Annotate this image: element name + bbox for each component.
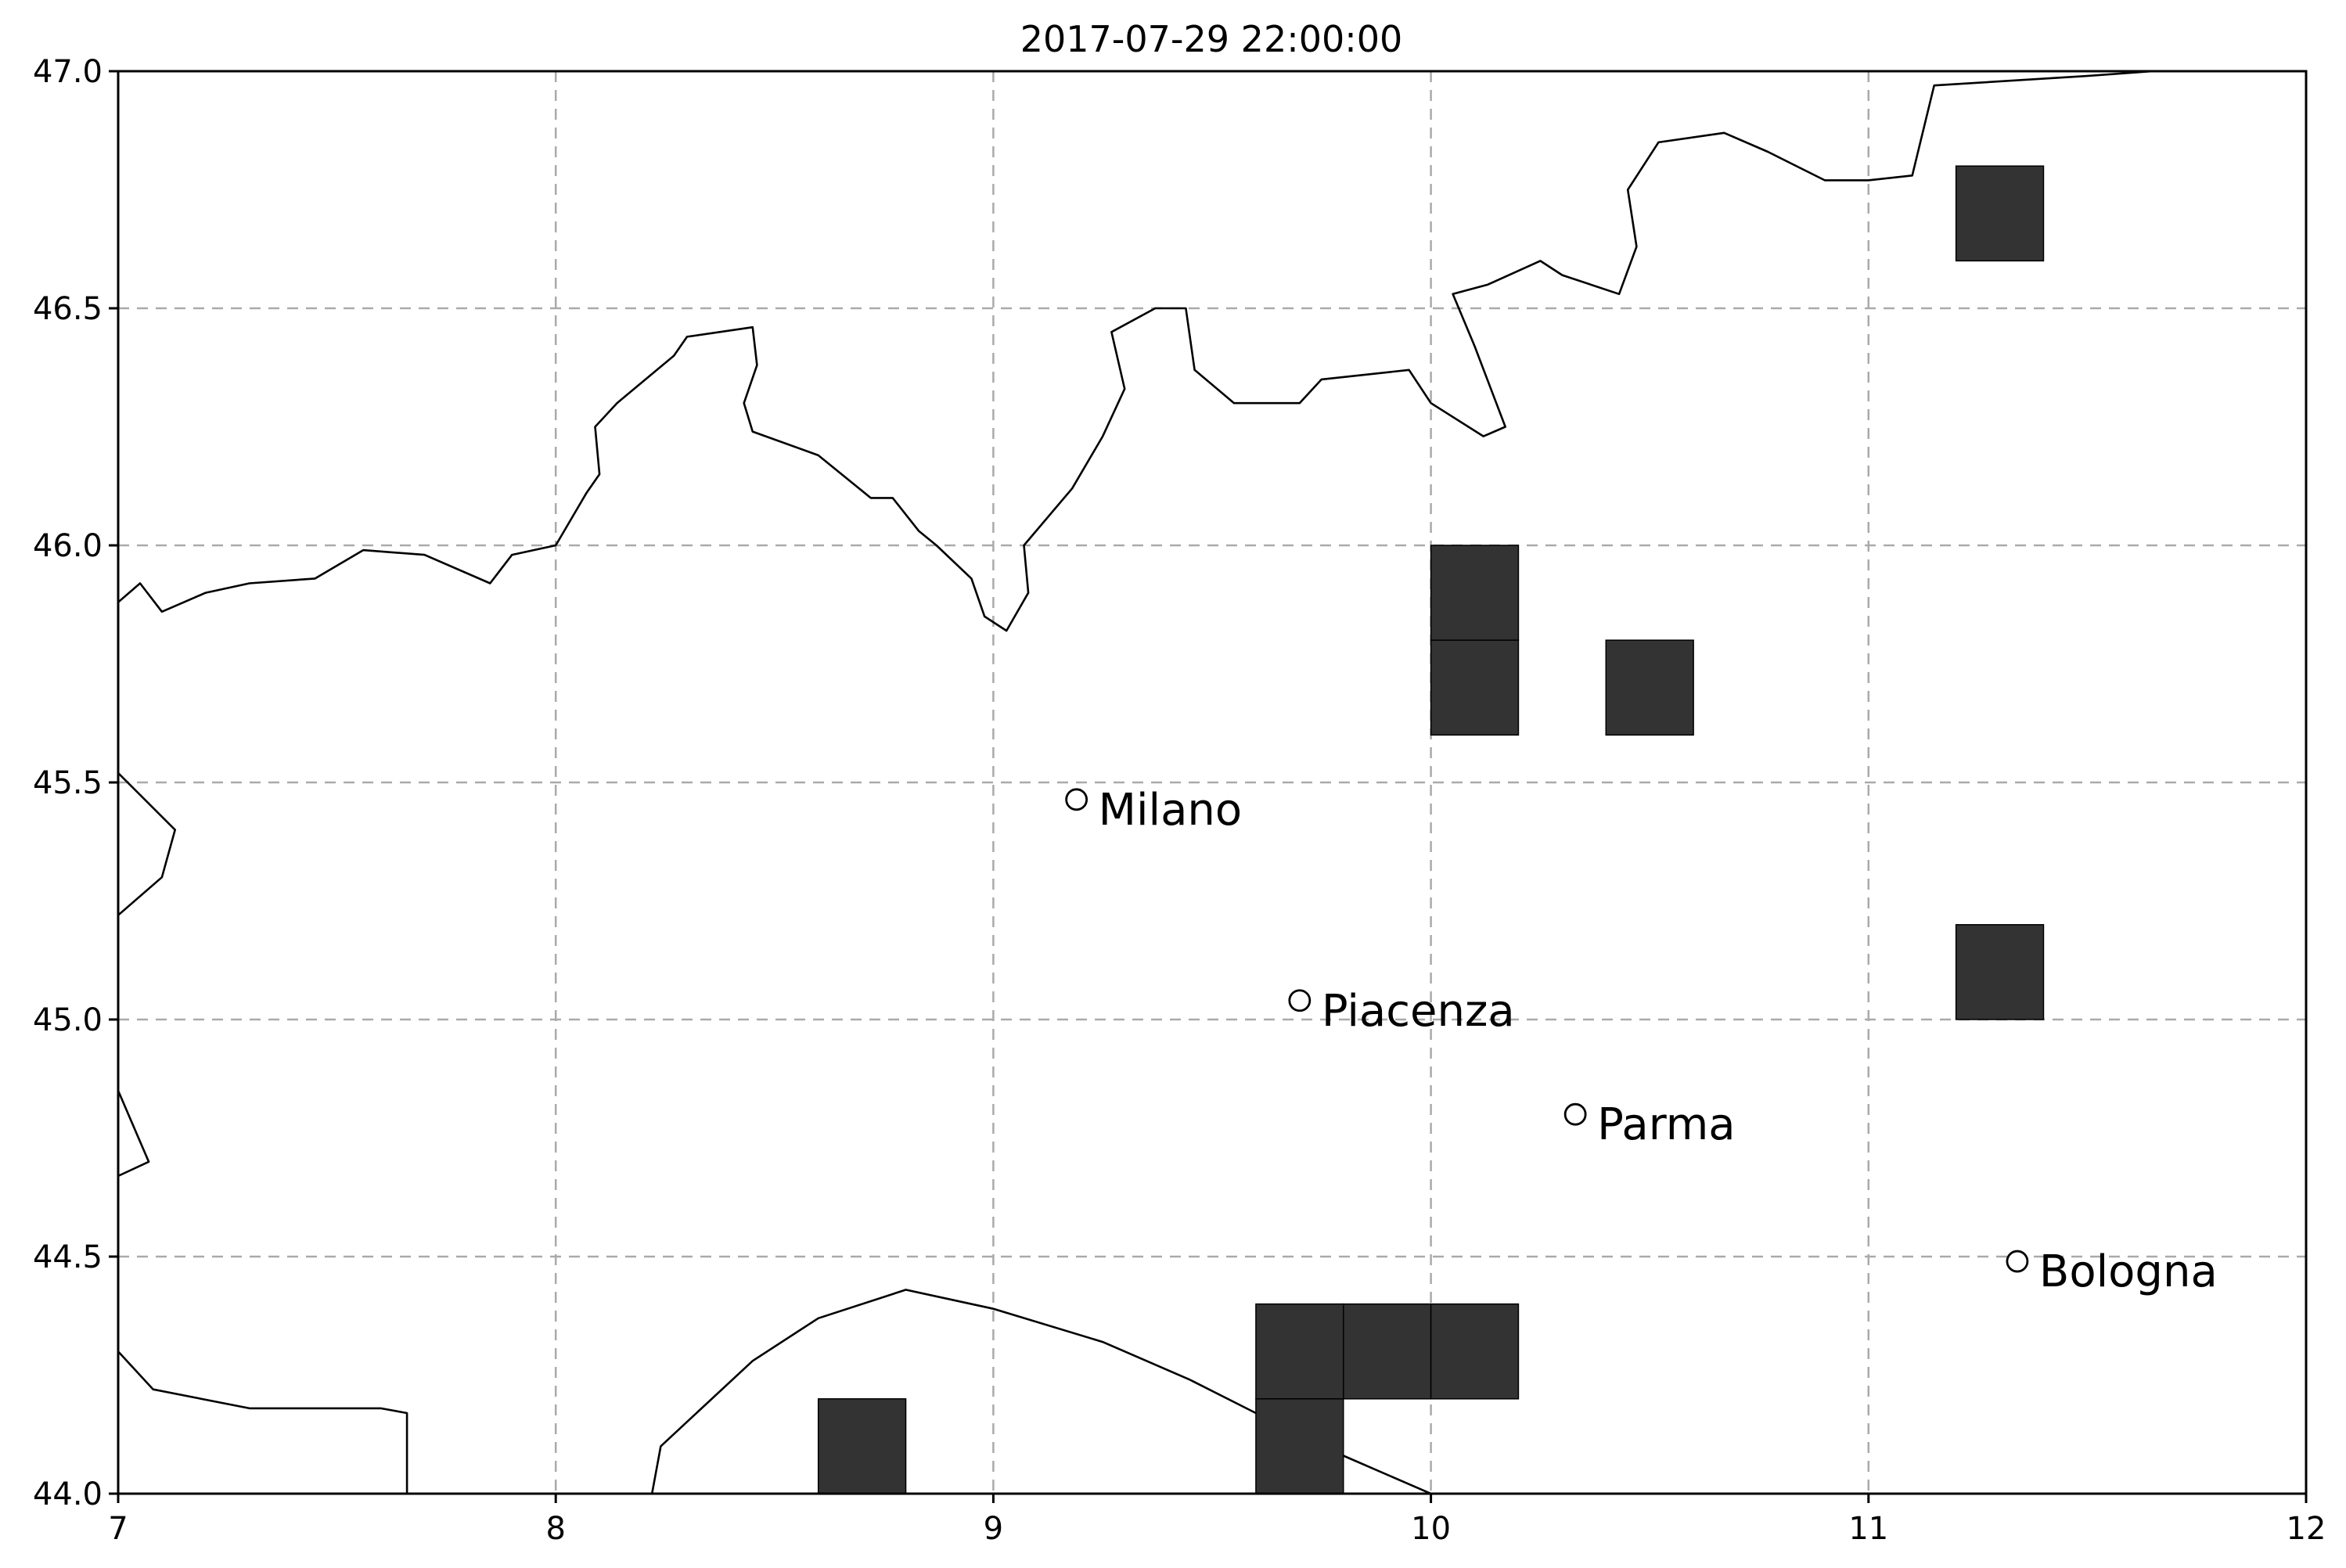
y-tick-label: 46.5 — [33, 291, 103, 327]
grid-cell — [1955, 165, 2045, 262]
city-marker — [1065, 788, 1088, 811]
cities: Milano Piacenza Parma Bologna — [1065, 785, 2218, 1297]
x-tick-label: 10 — [1411, 1511, 1451, 1547]
coastline-path — [117, 1090, 150, 1178]
grid-cell — [1430, 639, 1520, 736]
grid-cell — [1430, 1303, 1520, 1400]
y-tick-label: 45.0 — [33, 1002, 103, 1038]
city-label: Bologna — [2039, 1246, 2218, 1297]
y-axis: 44.0 44.5 45.0 45.5 46.0 46.5 47.0 — [33, 54, 118, 1512]
grid-cell — [1605, 639, 1694, 736]
gridlines — [118, 71, 2306, 1494]
grid-cell — [1430, 545, 1520, 641]
city-label: Parma — [1597, 1099, 1735, 1150]
coastline-path — [117, 70, 2228, 632]
coastline-path — [650, 1289, 1475, 1495]
city-marker — [2006, 1250, 2029, 1273]
grid-cells — [817, 165, 2045, 1494]
city-marker — [1563, 1102, 1587, 1126]
coastline-path — [117, 1350, 408, 1494]
city-label: Milano — [1099, 785, 1243, 836]
x-tick-label: 12 — [2287, 1511, 2326, 1547]
x-tick-label: 9 — [984, 1511, 1003, 1547]
x-axis: 7 8 9 10 11 12 — [108, 1494, 2326, 1547]
x-tick-label: 8 — [545, 1511, 565, 1547]
x-tick-label: 7 — [108, 1511, 128, 1547]
grid-cell — [1955, 924, 2045, 1020]
city-label: Piacenza — [1322, 986, 1515, 1037]
city-marker — [1288, 989, 1312, 1012]
y-tick-label: 44.5 — [33, 1239, 103, 1275]
grid-cell — [1255, 1398, 1344, 1494]
x-tick-label: 11 — [1848, 1511, 1888, 1547]
coastline-path — [117, 771, 176, 916]
grid-cell — [1255, 1303, 1344, 1400]
map-title: 2017-07-29 22:00:00 — [1020, 18, 1403, 60]
y-tick-label: 47.0 — [33, 54, 103, 90]
grid-cell — [817, 1398, 907, 1494]
y-tick-label: 44.0 — [33, 1476, 103, 1512]
y-tick-label: 45.5 — [33, 765, 103, 801]
coastlines — [117, 70, 2228, 1495]
y-tick-label: 46.0 — [33, 528, 103, 564]
grid-cell — [1343, 1303, 1432, 1400]
